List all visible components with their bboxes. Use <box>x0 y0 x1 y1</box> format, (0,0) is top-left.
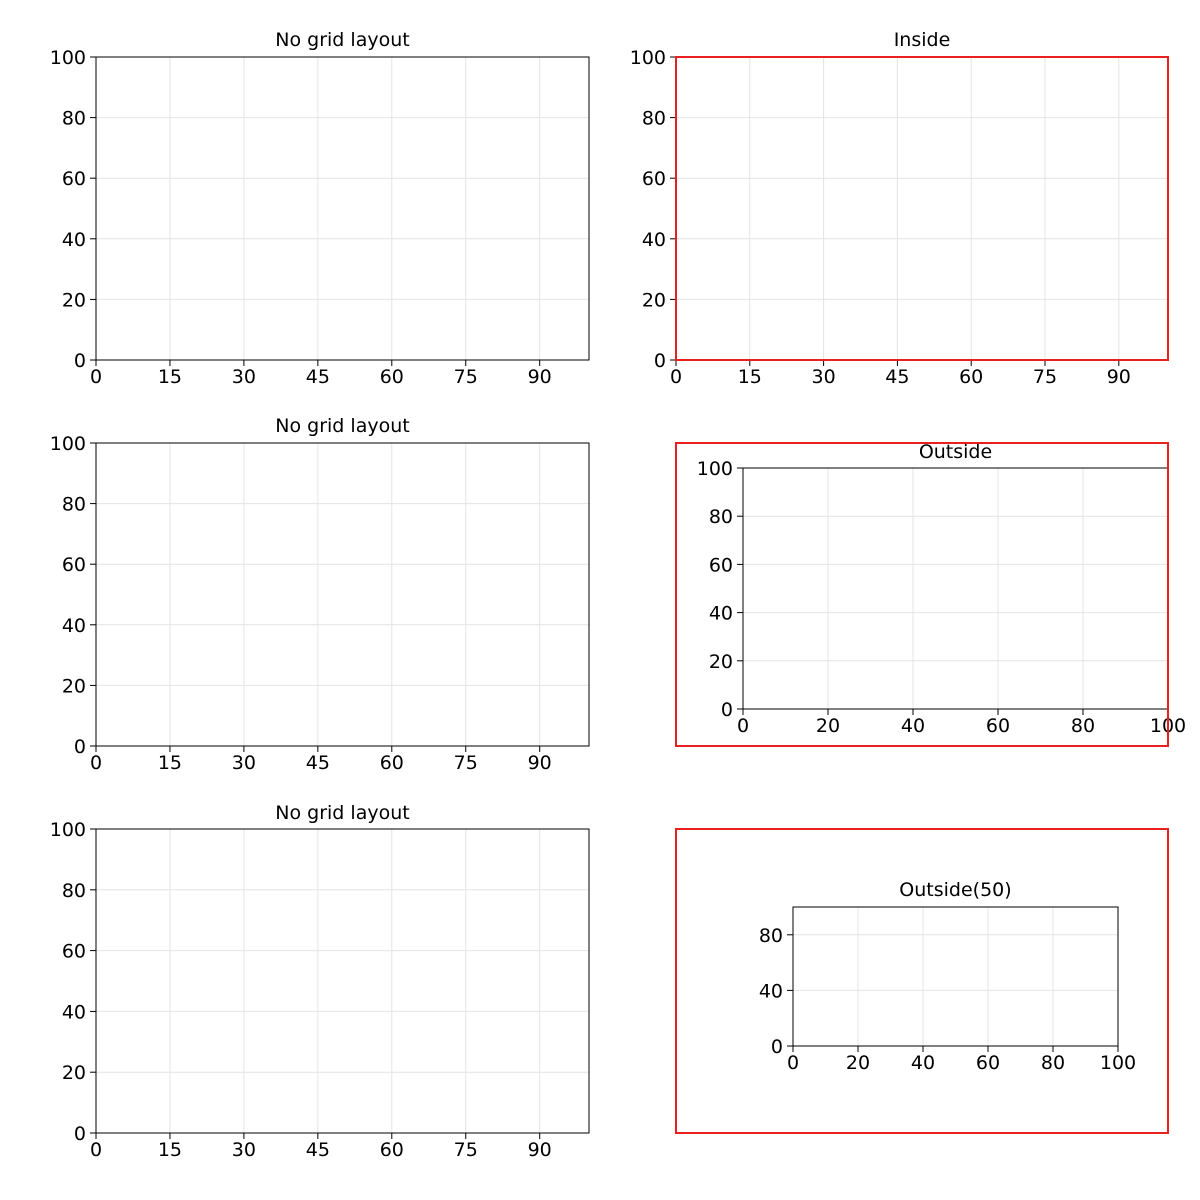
x-tick-label: 15 <box>158 366 182 388</box>
y-tick-label: 0 <box>771 1036 783 1058</box>
y-tick-label: 40 <box>642 229 666 251</box>
x-tick-label: 80 <box>1041 1052 1065 1074</box>
y-tick-label: 100 <box>50 819 86 841</box>
x-tick-label: 60 <box>976 1052 1000 1074</box>
y-tick-label: 0 <box>654 350 666 372</box>
x-tick-label: 90 <box>528 1139 552 1161</box>
x-tick-label: 80 <box>1071 715 1095 737</box>
y-tick-label: 0 <box>74 736 86 758</box>
y-tick-label: 80 <box>709 506 733 528</box>
y-tick-label: 100 <box>697 458 733 480</box>
x-tick-label: 60 <box>986 715 1010 737</box>
x-tick-label: 40 <box>901 715 925 737</box>
subplot-2: 0 15 30 45 60 75 90 0 20 40 60 80 100 Inside <box>630 29 1169 388</box>
x-tick-label: 45 <box>306 752 330 774</box>
x-tick-label: 0 <box>90 366 102 388</box>
y-tick-label: 40 <box>62 1001 86 1023</box>
y-tick-label: 0 <box>721 699 733 721</box>
y-tick-label: 20 <box>62 675 86 697</box>
subplot-title: No grid layout <box>275 802 409 824</box>
subplot-5: 0 15 30 45 60 75 90 0 20 40 60 80 100 No grid layout <box>50 802 590 1161</box>
x-tick-label: 30 <box>232 752 256 774</box>
y-tick-label: 60 <box>642 168 666 190</box>
layout-box <box>675 828 1169 1134</box>
layout-box <box>675 56 1169 361</box>
x-tick-label: 30 <box>232 1139 256 1161</box>
y-tick-label: 80 <box>642 108 666 130</box>
axes-frame <box>792 906 1119 1047</box>
y-tick-label: 60 <box>62 554 86 576</box>
x-tick-label: 0 <box>737 715 749 737</box>
y-tick-label: 60 <box>62 941 86 963</box>
y-tick-label: 60 <box>62 168 86 190</box>
y-tick-label: 80 <box>62 108 86 130</box>
axes-frame <box>742 467 1169 710</box>
subplot-6: 0 20 40 60 80 100 0 40 80 Outside(50) <box>675 828 1169 1134</box>
y-tick-label: 80 <box>62 494 86 516</box>
subplot-1: 0 15 30 45 60 75 90 0 20 40 60 80 100 No grid layout <box>50 29 590 388</box>
subplot-title: No grid layout <box>275 29 409 51</box>
x-tick-label: 20 <box>846 1052 870 1074</box>
x-tick-label: 60 <box>380 752 404 774</box>
x-tick-label: 45 <box>306 366 330 388</box>
subplot-title: No grid layout <box>275 415 409 437</box>
y-tick-label: 40 <box>62 229 86 251</box>
y-tick-label: 0 <box>74 1123 86 1145</box>
x-tick-label: 20 <box>816 715 840 737</box>
subplot-3: 0 15 30 45 60 75 90 0 20 40 60 80 100 No grid layout <box>50 415 590 774</box>
x-tick-label: 30 <box>232 366 256 388</box>
y-tick-label: 20 <box>62 1062 86 1084</box>
y-tick-label: 80 <box>62 880 86 902</box>
x-tick-label: 75 <box>454 1139 478 1161</box>
x-tick-label: 45 <box>885 366 909 388</box>
x-tick-label: 75 <box>1033 366 1057 388</box>
x-tick-label: 15 <box>738 366 762 388</box>
layout-box <box>675 442 1169 747</box>
y-tick-label: 100 <box>50 433 86 455</box>
y-tick-label: 20 <box>709 651 733 673</box>
x-tick-label: 60 <box>380 366 404 388</box>
x-tick-label: 0 <box>670 366 682 388</box>
subplot-title: Inside <box>894 29 951 51</box>
y-tick-label: 40 <box>62 615 86 637</box>
x-tick-label: 90 <box>528 752 552 774</box>
y-tick-label: 20 <box>62 289 86 311</box>
x-tick-label: 0 <box>787 1052 799 1074</box>
x-tick-label: 75 <box>454 752 478 774</box>
subplot-title: Outside(50) <box>899 879 1011 901</box>
y-tick-label: 100 <box>630 47 666 69</box>
x-tick-label: 90 <box>528 366 552 388</box>
y-tick-label: 100 <box>50 47 86 69</box>
axes-frame <box>95 442 590 747</box>
axes-frame <box>95 828 590 1134</box>
axes-frame <box>95 56 590 361</box>
x-tick-label: 75 <box>454 366 478 388</box>
x-tick-label: 0 <box>90 1139 102 1161</box>
x-tick-label: 15 <box>158 1139 182 1161</box>
y-tick-label: 40 <box>759 980 783 1002</box>
y-tick-label: 60 <box>709 554 733 576</box>
x-tick-label: 0 <box>90 752 102 774</box>
y-tick-label: 80 <box>759 925 783 947</box>
x-tick-label: 100 <box>1100 1052 1136 1074</box>
y-tick-label: 20 <box>642 289 666 311</box>
x-tick-label: 60 <box>380 1139 404 1161</box>
x-tick-label: 45 <box>306 1139 330 1161</box>
x-tick-label: 90 <box>1107 366 1131 388</box>
x-tick-label: 40 <box>911 1052 935 1074</box>
y-tick-label: 40 <box>709 603 733 625</box>
x-tick-label: 60 <box>959 366 983 388</box>
x-tick-label: 15 <box>158 752 182 774</box>
x-tick-label: 30 <box>812 366 836 388</box>
subplot-title: Outside <box>919 441 992 463</box>
y-tick-label: 0 <box>74 350 86 372</box>
